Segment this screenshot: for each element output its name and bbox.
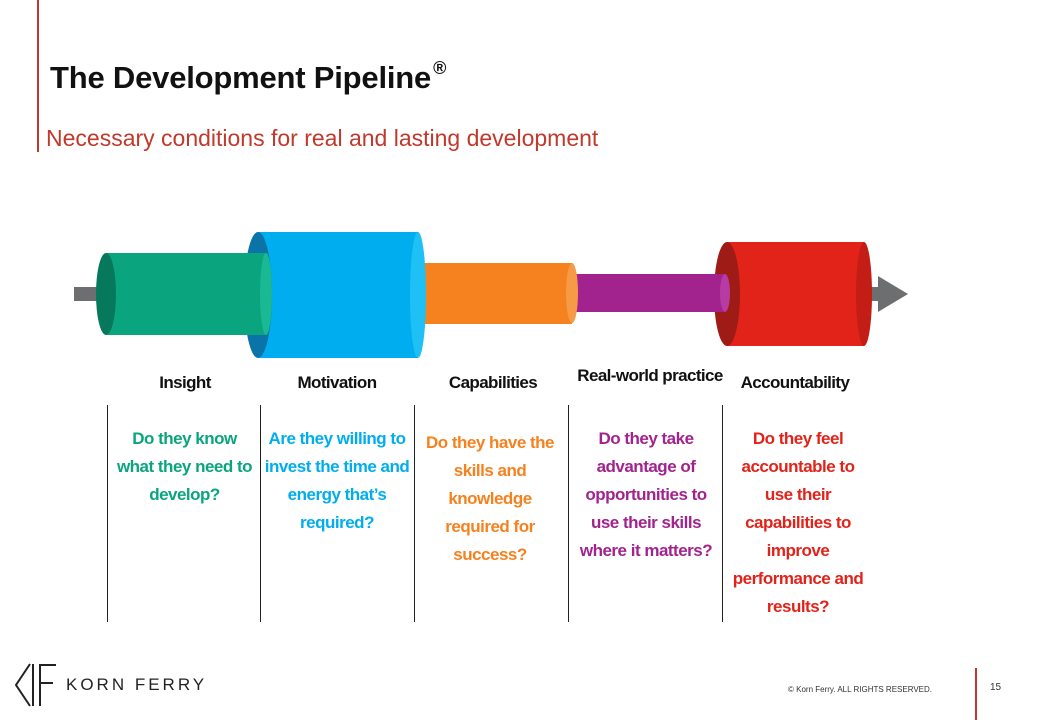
cylinder-insight: [96, 253, 272, 335]
page-subtitle: Necessary conditions for real and lastin…: [46, 125, 599, 151]
page-number: 15: [990, 682, 1002, 693]
stage-heading-insight: Insight: [159, 373, 211, 392]
korn-ferry-logo-text: KORN FERRY: [66, 675, 208, 694]
cylinder-practice: [565, 274, 730, 312]
column-divider: [107, 405, 108, 622]
stage-question-accountability: Do they feel accountable to use their ca…: [732, 429, 864, 616]
column-divider: [568, 405, 569, 622]
stage-heading-capabilities: Capabilities: [448, 373, 538, 392]
stage-question-practice: Do they take advantage of opportunities …: [579, 429, 713, 560]
column-divider: [722, 405, 723, 622]
registered-mark: ®: [433, 58, 447, 78]
stage-question-insight: Do they know what they need to develop?: [116, 429, 253, 504]
stage-heading-accountability: Accountability: [740, 373, 850, 392]
stage-question-capabilities: Do they have the skills and knowledge re…: [425, 433, 555, 564]
title-accent-line: [37, 0, 39, 152]
stage-heading-motivation: Motivation: [297, 373, 378, 392]
page-title: The Development Pipeline ®: [50, 58, 446, 96]
footer-accent-line: [975, 668, 977, 720]
pipeline-arrow-head: [878, 276, 908, 312]
column-divider: [414, 405, 415, 622]
pipeline-diagram: [74, 232, 908, 358]
korn-ferry-logo-icon: [14, 663, 56, 707]
cylinder-accountability: [714, 242, 872, 346]
title-text: The Development Pipeline: [50, 60, 432, 95]
column-divider: [260, 405, 261, 622]
stage-heading-practice: Real-world practice: [577, 366, 723, 385]
stage-question-motivation: Are they willing to invest the time and …: [264, 429, 410, 532]
cylinder-capabilities: [410, 263, 578, 324]
copyright-notice: © Korn Ferry. ALL RIGHTS RESERVED.: [788, 685, 933, 694]
